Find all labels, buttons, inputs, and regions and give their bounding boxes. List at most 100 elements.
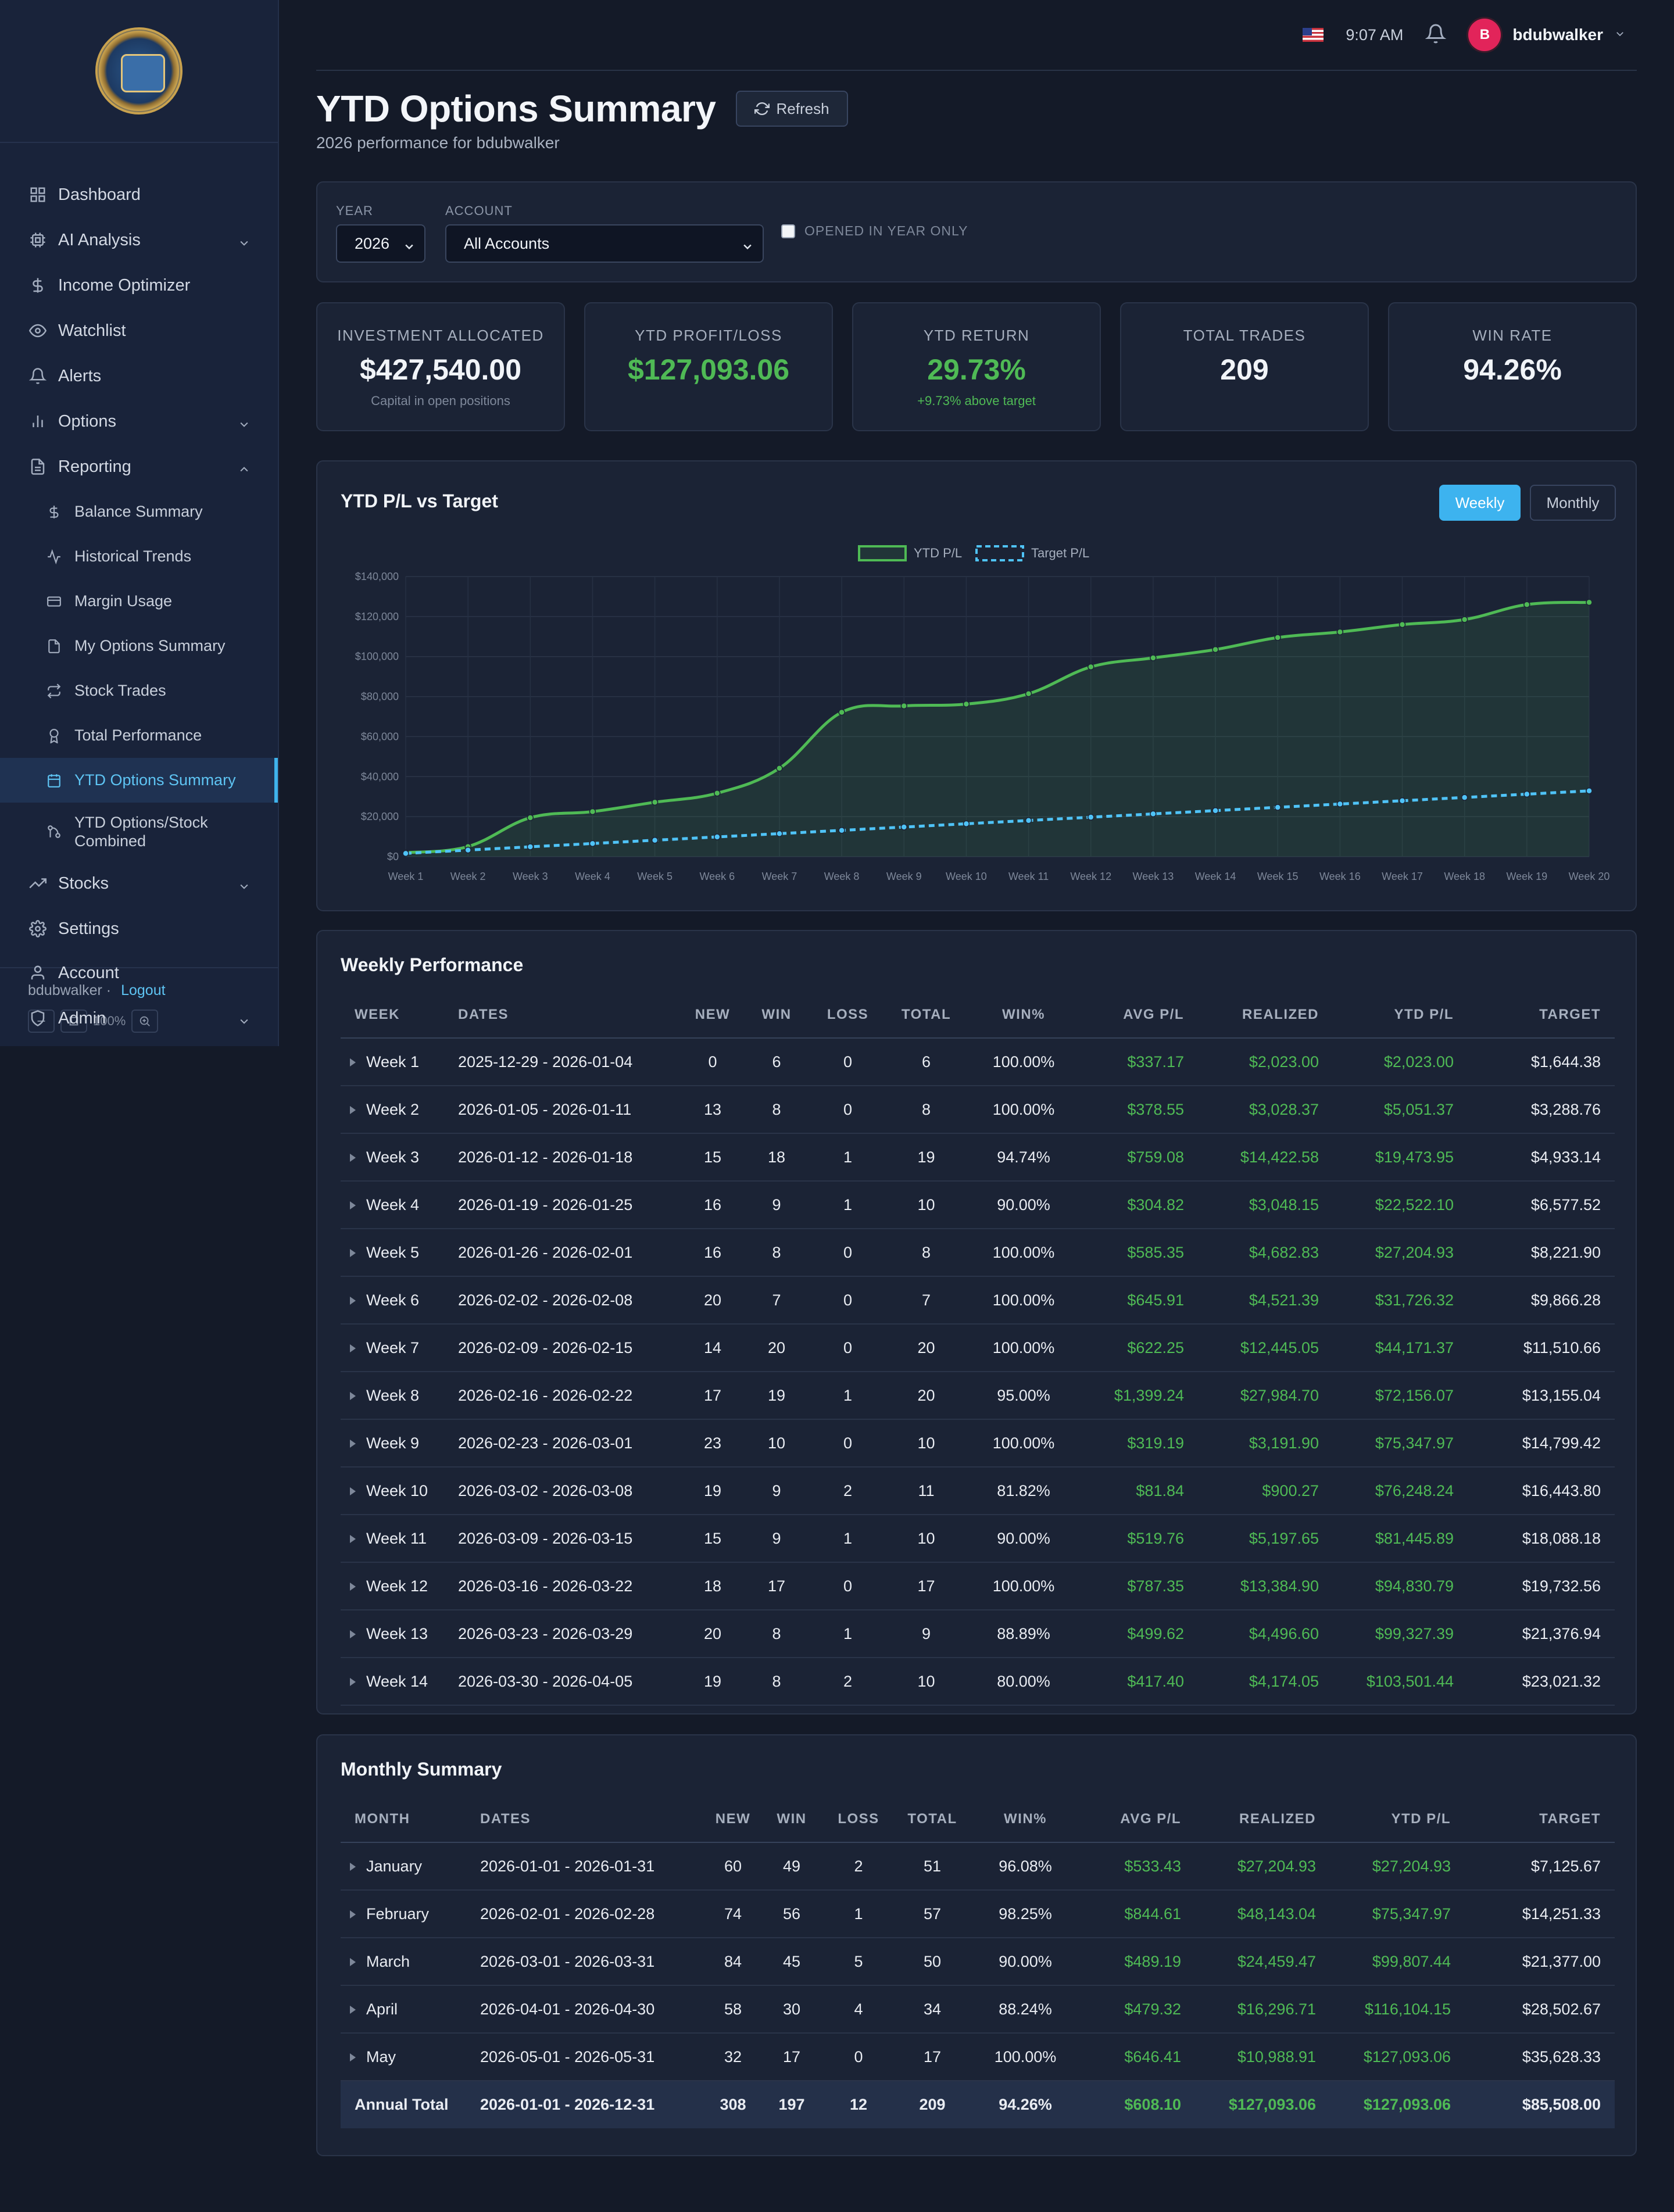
table-row[interactable]: Week 8 2026-02-16 - 2026-02-22 17 19 1 20 95.0… bbox=[341, 1372, 1615, 1420]
table-row[interactable]: February 2026-02-01 - 2026-02-28 74 56 1 57 98… bbox=[341, 1890, 1615, 1938]
expand-triangle-icon[interactable] bbox=[350, 1297, 356, 1305]
table-cell: $21,377.00 bbox=[1465, 1938, 1615, 1986]
table-row[interactable]: May 2026-05-01 - 2026-05-31 32 17 0 17 100.00%… bbox=[341, 2033, 1615, 2081]
table-row[interactable]: Week 3 2026-01-12 - 2026-01-18 15 18 1 19 94.7… bbox=[341, 1133, 1615, 1182]
table-cell: Week 14 bbox=[341, 1658, 458, 1706]
column-header: REALIZED bbox=[1198, 992, 1333, 1039]
expand-triangle-icon[interactable] bbox=[350, 1487, 356, 1496]
expand-triangle-icon[interactable] bbox=[350, 2053, 356, 2062]
sidebar-subitem-balance-summary[interactable]: Balance Summary bbox=[0, 489, 278, 534]
table-cell: $11,510.66 bbox=[1468, 1324, 1615, 1372]
table-cell: Week 6 bbox=[341, 1276, 458, 1325]
sidebar-item-dashboard[interactable]: Dashboard bbox=[0, 172, 278, 217]
expand-triangle-icon[interactable] bbox=[350, 1863, 356, 1871]
sidebar-item-alerts[interactable]: Alerts bbox=[0, 353, 278, 399]
table-row[interactable]: Week 2 2026-01-05 - 2026-01-11 13 8 0 8 100.00… bbox=[341, 1086, 1615, 1134]
logout-link[interactable]: Logout bbox=[121, 982, 166, 998]
table-cell: $378.55 bbox=[1079, 1086, 1198, 1134]
expand-triangle-icon[interactable] bbox=[350, 1440, 356, 1448]
table-cell: 1 bbox=[811, 1610, 884, 1658]
table-row[interactable]: Week 4 2026-01-19 - 2026-01-25 16 9 1 10 90.00… bbox=[341, 1181, 1615, 1229]
expand-triangle-icon[interactable] bbox=[350, 1106, 356, 1115]
table-cell: 1 bbox=[824, 1890, 893, 1938]
expand-triangle-icon[interactable] bbox=[350, 1249, 356, 1258]
series-line-1 bbox=[405, 789, 1590, 855]
sidebar-item-income-optimizer[interactable]: Income Optimizer bbox=[0, 263, 278, 308]
x-tick-label: Week 17 bbox=[1382, 871, 1423, 882]
account-select[interactable]: All Accounts bbox=[445, 224, 764, 263]
us-flag-icon[interactable] bbox=[1303, 28, 1324, 42]
user-menu[interactable]: B bdubwalker bbox=[1468, 19, 1625, 51]
table-cell: 84 bbox=[707, 1938, 759, 1986]
monthly-title: Monthly Summary bbox=[341, 1759, 502, 1780]
sidebar-subitem-historical-trends[interactable]: Historical Trends bbox=[0, 534, 278, 579]
zoom-in-button[interactable] bbox=[131, 1010, 159, 1033]
sidebar-subitem-my-options-summary[interactable]: My Options Summary bbox=[0, 624, 278, 668]
table-row[interactable]: Week 11 2026-03-09 - 2026-03-15 15 9 1 10 90.0… bbox=[341, 1515, 1615, 1563]
footer-user-line: bdubwalker · Logout bbox=[28, 982, 250, 999]
weekly-toggle-button[interactable]: Weekly bbox=[1439, 485, 1521, 521]
expand-triangle-icon[interactable] bbox=[350, 1583, 356, 1591]
sidebar-item-settings[interactable]: Settings bbox=[0, 906, 278, 951]
table-row[interactable]: Week 1 2025-12-29 - 2026-01-04 0 6 0 6 100.00%… bbox=[341, 1038, 1615, 1086]
table-cell: Week 7 bbox=[341, 1324, 458, 1372]
total-cell: 209 bbox=[893, 2081, 972, 2128]
sidebar-subitem-margin-usage[interactable]: Margin Usage bbox=[0, 579, 278, 624]
table-row[interactable]: Week 6 2026-02-02 - 2026-02-08 20 7 0 7 100.00… bbox=[341, 1276, 1615, 1325]
expand-triangle-icon[interactable] bbox=[350, 1535, 356, 1544]
sidebar-subitem-stock-trades[interactable]: Stock Trades bbox=[0, 668, 278, 713]
expand-triangle-icon[interactable] bbox=[350, 1154, 356, 1162]
x-tick-label: Week 4 bbox=[575, 871, 610, 882]
table-cell: 2026-01-05 - 2026-01-11 bbox=[458, 1086, 684, 1134]
sidebar-item-watchlist[interactable]: Watchlist bbox=[0, 308, 278, 353]
expand-triangle-icon[interactable] bbox=[350, 1344, 356, 1353]
table-row[interactable]: Week 14 2026-03-30 - 2026-04-05 19 8 2 10 80.0… bbox=[341, 1658, 1615, 1706]
kpi-sub: +9.73% above target bbox=[917, 393, 1036, 408]
bar-chart-icon bbox=[28, 411, 48, 431]
table-row[interactable]: Week 9 2026-02-23 - 2026-03-01 23 10 0 10 100.… bbox=[341, 1419, 1615, 1467]
sidebar-item-stocks[interactable]: Stocks bbox=[0, 861, 278, 906]
table-cell: $18,088.18 bbox=[1468, 1515, 1615, 1563]
expand-triangle-icon[interactable] bbox=[350, 1958, 356, 1967]
table-cell: $2,023.00 bbox=[1333, 1038, 1468, 1086]
table-cell: 2026-03-23 - 2026-03-29 bbox=[458, 1610, 684, 1658]
table-row[interactable]: Week 5 2026-01-26 - 2026-02-01 16 8 0 8 100.00… bbox=[341, 1229, 1615, 1277]
table-cell: 18 bbox=[684, 1562, 742, 1610]
year-select[interactable]: 2026 bbox=[336, 224, 425, 263]
table-cell: 0 bbox=[811, 1276, 884, 1325]
expand-triangle-icon[interactable] bbox=[350, 2006, 356, 2014]
expand-triangle-icon[interactable] bbox=[350, 1058, 356, 1067]
sidebar-item-ai-analysis[interactable]: AI Analysis bbox=[0, 217, 278, 263]
series-point bbox=[1523, 601, 1530, 608]
opened-in-year-checkbox[interactable] bbox=[781, 224, 795, 238]
table-cell: $81,445.89 bbox=[1333, 1515, 1468, 1563]
sidebar-subitem-total-performance[interactable]: Total Performance bbox=[0, 713, 278, 758]
expand-triangle-icon[interactable] bbox=[350, 1392, 356, 1401]
table-row[interactable]: Week 13 2026-03-23 - 2026-03-29 20 8 1 9 88.89… bbox=[341, 1610, 1615, 1658]
chevron-down-icon bbox=[742, 238, 753, 256]
expand-triangle-icon[interactable] bbox=[350, 1678, 356, 1687]
expand-triangle-icon[interactable] bbox=[350, 1630, 356, 1639]
sidebar-subitem-ytd-options-summary[interactable]: YTD Options Summary bbox=[0, 758, 278, 803]
zoom-out-button[interactable] bbox=[28, 1010, 55, 1033]
table-row[interactable]: Week 12 2026-03-16 - 2026-03-22 18 17 0 17 100… bbox=[341, 1562, 1615, 1610]
zoom-reset-button[interactable] bbox=[60, 1010, 87, 1033]
sidebar-item-account[interactable]: Account bbox=[0, 951, 278, 995]
sidebar-item-reporting[interactable]: Reporting bbox=[0, 444, 278, 489]
table-row[interactable]: Week 10 2026-03-02 - 2026-03-08 19 9 2 11 81.8… bbox=[341, 1467, 1615, 1515]
monthly-toggle-button[interactable]: Monthly bbox=[1530, 485, 1616, 521]
sidebar-item-options[interactable]: Options bbox=[0, 399, 278, 444]
bell-icon[interactable] bbox=[1425, 23, 1447, 47]
expand-triangle-icon[interactable] bbox=[350, 1910, 356, 1919]
table-row[interactable]: April 2026-04-01 - 2026-04-30 58 30 4 34 88.24… bbox=[341, 1985, 1615, 2034]
table-cell: 8 bbox=[884, 1086, 968, 1134]
expand-triangle-icon[interactable] bbox=[350, 1201, 356, 1210]
app-logo[interactable] bbox=[95, 27, 183, 114]
sidebar-item-admin[interactable]: Admin bbox=[0, 996, 278, 1040]
table-row[interactable]: March 2026-03-01 - 2026-03-31 84 45 5 50 90.00… bbox=[341, 1938, 1615, 1986]
refresh-button[interactable]: Refresh bbox=[735, 91, 848, 127]
sidebar-subitem-ytd-options-stock-combined[interactable]: YTD Options/Stock Combined bbox=[0, 803, 278, 861]
table-cell: 32 bbox=[707, 2033, 759, 2081]
table-row[interactable]: Week 7 2026-02-09 - 2026-02-15 14 20 0 20 100.… bbox=[341, 1324, 1615, 1372]
table-row[interactable]: January 2026-01-01 - 2026-01-31 60 49 2 51 96.… bbox=[341, 1842, 1615, 1891]
